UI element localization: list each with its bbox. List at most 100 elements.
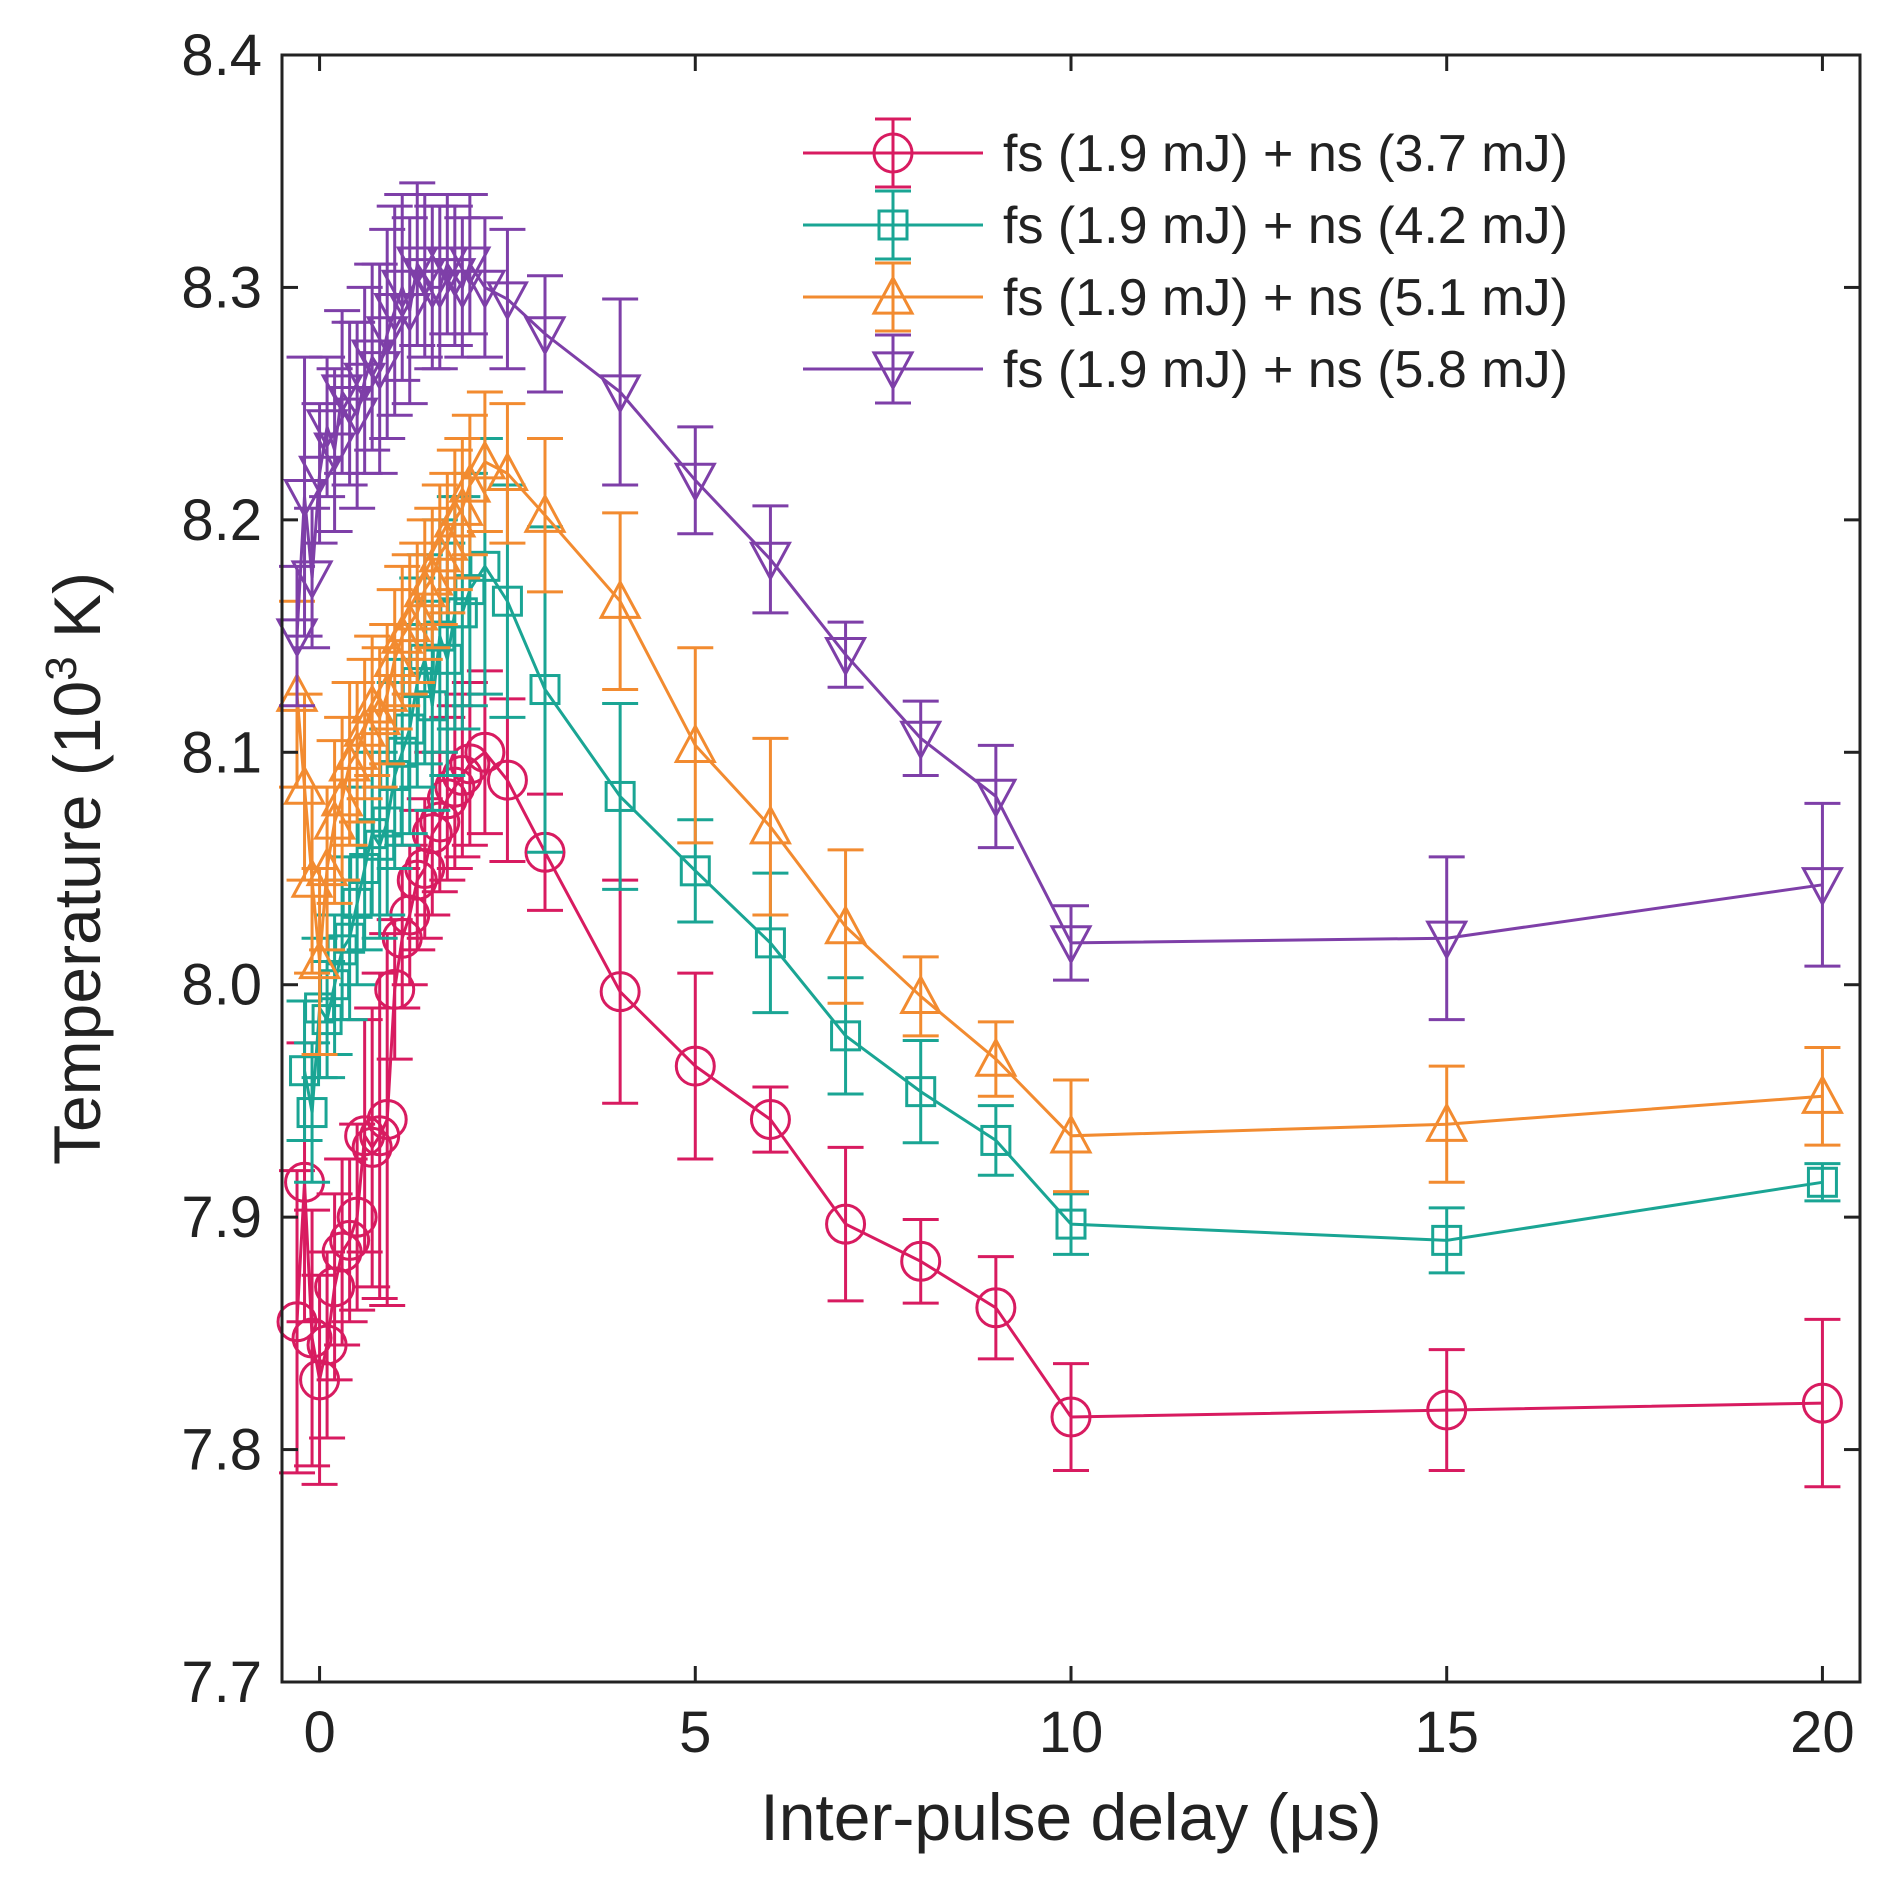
data-point <box>358 351 402 391</box>
data-point <box>1801 1382 1843 1424</box>
data-point <box>673 462 717 503</box>
data-point <box>830 1020 862 1052</box>
data-point <box>824 637 868 677</box>
data-point <box>485 281 529 322</box>
legend: fs (1.9 mJ) + ns (3.7 mJ) fs (1.9 mJ) + n… <box>803 117 1568 405</box>
data-point <box>426 778 468 820</box>
y-tick-label: 8.3 <box>181 255 262 320</box>
data-point <box>336 1196 378 1238</box>
data-point <box>748 541 792 582</box>
data-point <box>899 974 943 1014</box>
data-point <box>463 439 507 480</box>
data-point <box>673 723 717 763</box>
data-point <box>298 939 342 980</box>
data-point <box>1049 1113 1093 1154</box>
x-tick-label: 10 <box>1039 1700 1104 1765</box>
y-tick-label: 8.1 <box>181 720 262 785</box>
series-layer <box>275 181 1844 1489</box>
series-3 <box>275 390 1844 1194</box>
data-point <box>485 451 529 492</box>
data-point <box>344 1115 386 1157</box>
legend-label: fs (1.9 mJ) + ns (3.7 mJ) <box>1003 125 1568 183</box>
data-point <box>305 409 349 450</box>
data-point <box>380 269 424 310</box>
data-point <box>388 293 432 333</box>
data-point <box>464 731 506 773</box>
data-point <box>469 550 501 582</box>
data-point <box>448 462 492 503</box>
data-point <box>305 846 349 887</box>
y-axis-label-exponent: 3 <box>37 656 86 680</box>
y-tick-label: 8.2 <box>181 488 262 553</box>
data-point <box>1050 1396 1092 1438</box>
data-point <box>523 493 567 533</box>
data-point <box>974 1036 1018 1077</box>
data-point <box>290 857 334 898</box>
data-point <box>410 555 454 596</box>
data-point <box>463 269 507 310</box>
data-point <box>351 1126 393 1168</box>
y-tick-label: 7.8 <box>181 1418 262 1483</box>
legend-item: fs (1.9 mJ) + ns (5.1 mJ) <box>803 261 1568 333</box>
data-point <box>296 1097 328 1129</box>
data-point <box>604 780 636 812</box>
data-point <box>905 1076 937 1108</box>
data-point <box>974 778 1018 819</box>
data-point <box>975 1287 1017 1329</box>
data-point <box>329 1219 371 1261</box>
data-point <box>373 637 417 677</box>
legend-item: fs (1.9 mJ) + ns (3.7 mJ) <box>803 117 1568 189</box>
data-point <box>448 246 492 287</box>
data-point <box>1800 867 1844 907</box>
data-point <box>335 730 379 770</box>
data-point <box>529 674 561 706</box>
data-point <box>491 585 523 617</box>
data-point <box>825 1203 867 1245</box>
x-tick-label: 5 <box>679 1700 711 1765</box>
x-axis-label: Inter-pulse delay (μs) <box>760 1780 1381 1854</box>
data-point <box>343 706 387 747</box>
data-point <box>440 486 484 526</box>
data-point <box>1049 925 1093 966</box>
y-tick-label: 8.0 <box>181 953 262 1018</box>
data-point <box>1425 920 1469 961</box>
y-axis-label: Temperature (103 K) <box>37 572 114 1165</box>
x-tick-label: 15 <box>1414 1700 1479 1765</box>
data-point <box>899 720 943 761</box>
data-point <box>1431 1224 1463 1256</box>
data-point <box>900 1240 942 1282</box>
legend-marker <box>877 209 909 241</box>
y-tick-label: 7.9 <box>181 1185 262 1250</box>
data-point <box>980 1124 1012 1156</box>
data-point <box>358 695 402 736</box>
tick-layer: 0 5 10 15 20 7.7 7.8 7.9 8.0 8.1 8.2 8.3 8.4 <box>181 23 1860 1765</box>
data-point <box>486 759 528 801</box>
legend-label: fs (1.9 mJ) + ns (5.8 mJ) <box>1003 341 1568 399</box>
data-point <box>395 590 439 631</box>
data-point <box>335 397 379 438</box>
legend-label: fs (1.9 mJ) + ns (5.1 mJ) <box>1003 269 1568 327</box>
legend-label: fs (1.9 mJ) + ns (4.2 mJ) <box>1003 197 1568 255</box>
legend-marker <box>871 351 915 392</box>
data-point <box>313 432 357 473</box>
y-axis-label-prefix: Temperature (10 <box>40 681 114 1165</box>
series-4 <box>275 181 1844 1022</box>
data-point <box>679 855 711 887</box>
data-point <box>1055 1208 1087 1240</box>
y-axis-label-suffix: K) <box>40 572 114 656</box>
data-point <box>599 971 641 1013</box>
data-point <box>1425 1102 1469 1142</box>
data-point <box>598 579 642 619</box>
data-point <box>749 1099 791 1141</box>
data-point <box>824 904 868 945</box>
x-tick-label: 20 <box>1790 1700 1855 1765</box>
data-point <box>674 1045 716 1087</box>
legend-item: fs (1.9 mJ) + ns (5.8 mJ) <box>803 333 1568 405</box>
data-point <box>1426 1389 1468 1431</box>
data-point <box>748 804 792 845</box>
data-point <box>1800 1074 1844 1114</box>
legend-item: fs (1.9 mJ) + ns (4.2 mJ) <box>803 189 1568 261</box>
data-point <box>449 743 491 785</box>
